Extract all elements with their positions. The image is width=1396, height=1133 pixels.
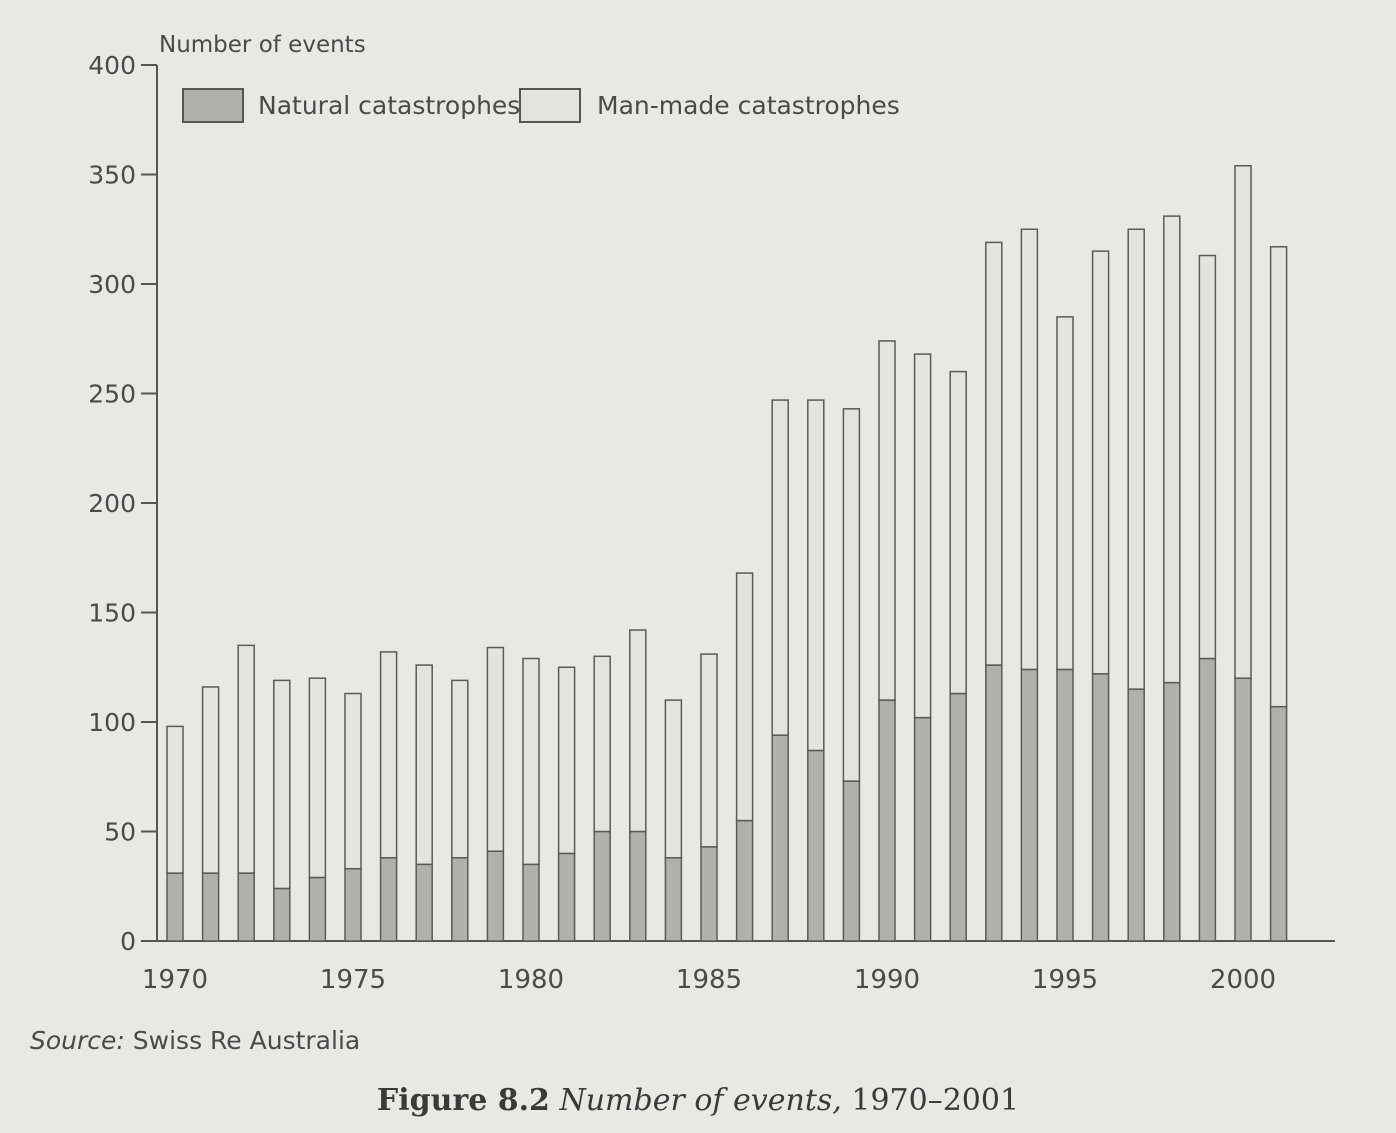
bar-natural bbox=[379, 857, 398, 942]
legend-label: Natural catastrophes bbox=[258, 91, 520, 120]
bar-natural bbox=[486, 850, 505, 942]
bar-natural bbox=[201, 872, 220, 942]
x-tick-label: 1990 bbox=[854, 965, 920, 995]
bar-natural bbox=[593, 830, 611, 942]
bar-man-made bbox=[344, 692, 362, 870]
bar-natural bbox=[842, 780, 861, 942]
bar-man-made bbox=[842, 408, 861, 782]
bar-man-made bbox=[807, 399, 825, 752]
bar-man-made bbox=[273, 679, 291, 890]
bar-man-made bbox=[629, 629, 647, 833]
bar-man-made bbox=[878, 340, 896, 701]
bar-man-made bbox=[1198, 254, 1217, 660]
bar-natural bbox=[949, 692, 967, 942]
figure-number: Figure 8.2 bbox=[376, 1083, 550, 1118]
bar-man-made bbox=[379, 651, 398, 859]
bar-natural bbox=[913, 716, 932, 942]
bars bbox=[166, 164, 1288, 942]
bar-natural bbox=[985, 664, 1003, 942]
x-tick-label: 1995 bbox=[1032, 965, 1098, 995]
bar-natural bbox=[522, 863, 540, 942]
bar-natural bbox=[1163, 681, 1181, 942]
figure-years: 1970–2001 bbox=[851, 1083, 1020, 1118]
y-tick-label: 150 bbox=[88, 599, 136, 628]
bar-man-made bbox=[415, 664, 433, 866]
y-tick-label: 250 bbox=[88, 380, 136, 409]
bar-natural bbox=[735, 819, 754, 942]
bar-man-made bbox=[1269, 246, 1288, 708]
x-tick-label: 2000 bbox=[1210, 965, 1276, 995]
bar-natural bbox=[237, 872, 255, 942]
bar-man-made bbox=[1091, 250, 1110, 675]
bar-man-made bbox=[771, 399, 789, 736]
y-tick-label: 50 bbox=[104, 818, 136, 847]
bar-man-made bbox=[664, 699, 683, 859]
legend-swatch bbox=[519, 88, 581, 123]
source-text: Swiss Re Australia bbox=[132, 1026, 361, 1055]
bar-man-made bbox=[1234, 164, 1252, 679]
bar-natural bbox=[1234, 677, 1252, 942]
x-tick-label: 1980 bbox=[498, 965, 564, 995]
legend: Natural catastrophes Man-made catastrophe… bbox=[182, 88, 900, 123]
bar-man-made bbox=[913, 353, 932, 719]
bar-natural bbox=[273, 887, 291, 942]
x-tick-label: 1970 bbox=[142, 965, 208, 995]
legend-swatch bbox=[182, 88, 244, 123]
bar-man-made bbox=[985, 241, 1003, 666]
figure-title: Number of events, bbox=[559, 1083, 842, 1118]
bar-natural bbox=[629, 830, 647, 942]
bar-man-made bbox=[593, 655, 611, 833]
bar-natural bbox=[557, 852, 576, 942]
bar-man-made bbox=[201, 686, 220, 874]
bar-natural bbox=[700, 846, 718, 942]
bar-man-made bbox=[308, 677, 327, 879]
bar-man-made bbox=[1056, 316, 1074, 671]
source-line: Source: Swiss Re Australia bbox=[30, 1026, 360, 1055]
bar-man-made bbox=[557, 666, 576, 855]
bar-natural bbox=[807, 749, 825, 942]
bar-man-made bbox=[486, 646, 505, 852]
y-tick-label: 350 bbox=[88, 161, 136, 190]
y-tick-label: 0 bbox=[120, 927, 136, 956]
bar-natural bbox=[1127, 688, 1145, 942]
bar-natural bbox=[451, 857, 469, 942]
bar-natural bbox=[1269, 705, 1288, 942]
bar-natural bbox=[664, 857, 683, 942]
bar-natural bbox=[308, 876, 327, 942]
bar-natural bbox=[1020, 668, 1039, 942]
axes: 0 50 100 150 200 250 300 350 400 Number of events… bbox=[88, 32, 1335, 995]
x-tick-label: 1975 bbox=[320, 965, 386, 995]
bar-natural bbox=[1056, 668, 1074, 942]
bar-man-made bbox=[237, 644, 255, 874]
stacked-bar-chart: 0 50 100 150 200 250 300 350 400 Number of events… bbox=[88, 32, 1335, 995]
y-tick-label: 300 bbox=[88, 270, 136, 299]
y-axis-label: Number of events bbox=[159, 32, 366, 58]
bar-man-made bbox=[1127, 228, 1145, 690]
y-tick-label: 400 bbox=[88, 51, 136, 80]
bar-natural bbox=[1198, 657, 1217, 942]
bar-man-made bbox=[735, 572, 754, 822]
bar-man-made bbox=[451, 679, 469, 859]
bar-natural bbox=[415, 863, 433, 942]
source-label: Source: bbox=[30, 1026, 125, 1055]
y-tick-label: 100 bbox=[88, 708, 136, 737]
bar-man-made bbox=[522, 657, 540, 866]
bar-man-made bbox=[1020, 228, 1039, 671]
bar-man-made bbox=[949, 370, 967, 695]
legend-label: Man-made catastrophes bbox=[597, 91, 900, 120]
bar-natural bbox=[166, 872, 184, 942]
bar-natural bbox=[771, 734, 789, 942]
figure-caption: Figure 8.2 Number of events, 1970–2001 bbox=[0, 1083, 1396, 1118]
bar-man-made bbox=[166, 725, 184, 874]
bar-man-made bbox=[700, 653, 718, 848]
bar-man-made bbox=[1163, 215, 1181, 684]
bar-natural bbox=[344, 867, 362, 942]
bar-natural bbox=[1091, 673, 1110, 942]
y-tick-label: 200 bbox=[88, 489, 136, 518]
bar-natural bbox=[878, 699, 896, 942]
x-tick-label: 1985 bbox=[676, 965, 742, 995]
